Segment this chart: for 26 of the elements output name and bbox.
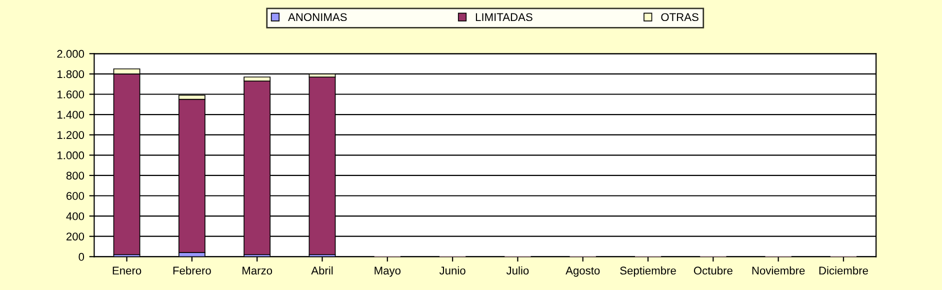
- x-tick-label: Mayo: [374, 266, 401, 277]
- legend-label: ANONIMAS: [288, 13, 347, 22]
- legend-label: LIMITADAS: [476, 13, 532, 22]
- y-tick-label: 200: [66, 232, 84, 240]
- x-tick-label: Noviembre: [752, 266, 805, 275]
- x-tick-label: Julio: [506, 266, 529, 275]
- legend-label: OTRAS: [661, 13, 698, 22]
- y-tick-label: 1.200: [58, 131, 84, 139]
- x-tick-label: Enero: [112, 266, 142, 275]
- y-tick-label: 1.600: [58, 90, 84, 98]
- y-tick-label: 600: [66, 192, 84, 200]
- y-tick-label: 400: [66, 212, 84, 220]
- x-tick-label: Febrero: [173, 266, 211, 275]
- y-tick-label: 2.000: [57, 50, 84, 58]
- x-tick-label: Agosto: [566, 266, 600, 277]
- y-tick-label: 0: [78, 252, 84, 261]
- y-tick-label: 800: [66, 172, 84, 180]
- x-tick-label: Marzo: [242, 266, 272, 275]
- y-tick-label: 1.000: [58, 151, 84, 160]
- x-tick-label: Septiembre: [620, 266, 676, 277]
- x-tick-label: Junio: [439, 266, 466, 275]
- y-tick-label: 1.800: [58, 70, 84, 78]
- x-tick-label: Octubre: [694, 266, 732, 275]
- x-tick-label: Diciembre: [819, 266, 868, 275]
- y-tick-label: 1.400: [58, 110, 84, 119]
- x-tick-label: Abril: [311, 266, 333, 275]
